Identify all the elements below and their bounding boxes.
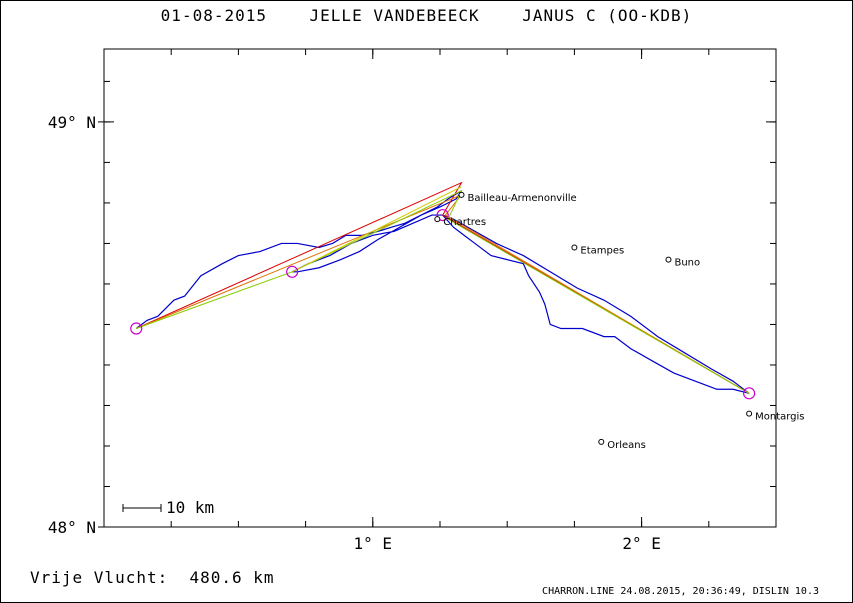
scale-bar-label: 10 km xyxy=(166,498,214,517)
glider-name: JANUS C (OO-KDB) xyxy=(522,6,693,25)
town-marker xyxy=(458,191,465,198)
town-label: Etampes xyxy=(580,245,624,256)
towns: Bailleau-Armenonville Chartres Etampes Buno… xyxy=(434,191,805,451)
track-line xyxy=(135,190,750,394)
chart-title: 01-08-2015 JELLE VANDEBEECK JANUS C (OO-… xyxy=(0,6,853,25)
leg-red xyxy=(136,181,750,394)
flight-track xyxy=(135,190,750,394)
leg-orange xyxy=(136,193,750,394)
scale-bar: 10 km xyxy=(122,498,214,517)
town-label: Chartres xyxy=(443,217,486,228)
town-label: Buno xyxy=(674,258,700,269)
y-tick-label: 48° N xyxy=(48,518,96,537)
axis-ticks: 49° N 48° N 1° E 2° E xyxy=(48,49,776,553)
distance-label: Vrije Vlucht: xyxy=(30,568,169,587)
pilot-name: JELLE VANDEBEECK xyxy=(309,6,480,25)
credit-line: CHARRON.LINE 24.08.2015, 20:36:49, DISLI… xyxy=(542,586,819,597)
turnpoint-marker xyxy=(130,322,143,335)
plot-area xyxy=(103,48,777,528)
task-legs xyxy=(136,181,750,394)
distance-value: 480.6 km xyxy=(189,568,275,587)
turnpoint-marker xyxy=(743,387,756,400)
leg-green xyxy=(136,189,750,394)
x-tick-label: 1° E xyxy=(354,534,393,553)
town-marker xyxy=(571,244,578,251)
town-marker xyxy=(598,438,605,445)
town-marker xyxy=(746,410,753,417)
turnpoint-marker xyxy=(286,265,299,278)
turnpoint-marker xyxy=(436,208,449,222)
town-label: Bailleau-Armenonville xyxy=(468,193,577,204)
y-tick-label: 49° N xyxy=(48,113,96,132)
town-marker xyxy=(665,256,672,263)
flight-date: 01-08-2015 xyxy=(160,6,267,25)
x-tick-label: 2° E xyxy=(622,534,661,553)
town-label: Montargis xyxy=(755,412,804,423)
turnpoints xyxy=(130,208,756,400)
distance-summary: Vrije Vlucht: 480.6 km xyxy=(30,568,275,587)
town-marker xyxy=(434,216,441,223)
leg-yellow xyxy=(291,186,462,273)
town-label: Orleans xyxy=(607,440,646,451)
